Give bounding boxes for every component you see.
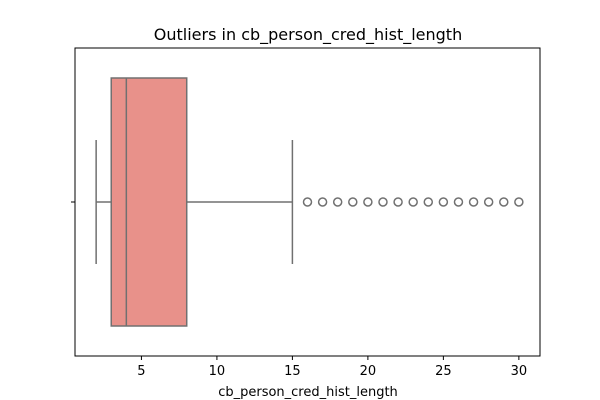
iqr-box: [110, 77, 188, 327]
outlier-point: [468, 197, 479, 207]
x-axis-label: cb_person_cred_hist_length: [218, 385, 398, 400]
outlier-point: [363, 197, 373, 207]
x-tick-label: 10: [209, 364, 226, 379]
plot-area: 5 10 15 20 25 30: [71, 47, 541, 379]
outlier-point: [499, 197, 509, 207]
outlier-point: [423, 197, 434, 207]
x-tick-label: 15: [284, 364, 301, 379]
outlier-point: [393, 197, 403, 207]
x-tick-label: 20: [360, 364, 377, 379]
outlier-point: [483, 197, 494, 207]
outlier-point: [332, 197, 343, 207]
outlier-point: [514, 197, 524, 207]
outlier-point: [378, 197, 388, 207]
x-tick-label: 30: [511, 364, 528, 379]
outlier-point: [438, 197, 449, 207]
x-tick-label: 5: [137, 364, 145, 379]
outlier-point: [453, 197, 464, 207]
x-tick-label: 25: [435, 364, 452, 379]
outlier-point: [317, 197, 328, 207]
outlier-point: [408, 197, 418, 207]
outlier-point: [348, 197, 358, 207]
outlier-point: [302, 197, 313, 207]
chart-title: Outliers in cb_person_cred_hist_length: [154, 25, 462, 45]
